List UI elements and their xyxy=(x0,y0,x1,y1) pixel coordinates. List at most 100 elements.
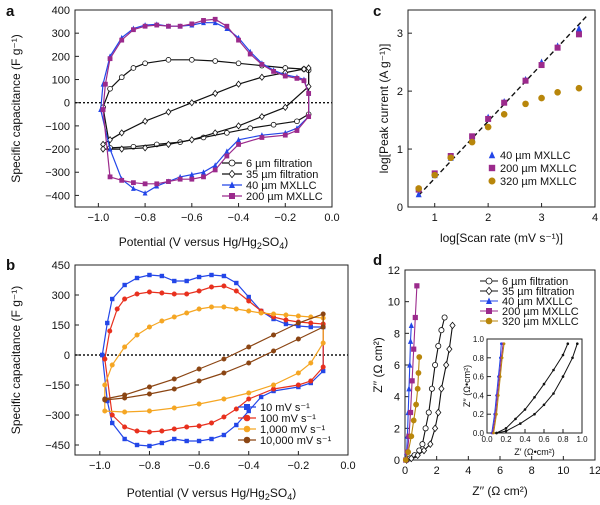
a-data-point xyxy=(258,73,265,81)
b-data-point xyxy=(283,321,289,327)
b-data-point xyxy=(233,288,239,294)
c-legend-label-40-m-mxllc: 40 µm MXLLC xyxy=(500,150,571,162)
a-data-point xyxy=(131,27,136,33)
d-ytick-label: 0 xyxy=(394,455,400,467)
d-ytick-label: 10 xyxy=(388,297,400,309)
a-data-point xyxy=(236,136,241,143)
a-data-point xyxy=(294,118,300,125)
c-data-point xyxy=(522,100,529,108)
b-xtick-label: −0.4 xyxy=(238,460,260,472)
c-data-point xyxy=(554,44,561,51)
b-data-point xyxy=(221,396,227,402)
d-inset-xtick-label: 0.6 xyxy=(538,435,550,444)
b-data-point xyxy=(221,432,227,438)
c-xtick-label: 1 xyxy=(432,212,438,224)
d-inset-xtick-label: 0.0 xyxy=(481,435,493,444)
a-data-point xyxy=(224,130,230,136)
a-data-point xyxy=(154,22,160,28)
c-xtick-label: 3 xyxy=(539,212,545,224)
d-data-point xyxy=(443,361,450,369)
b-data-point xyxy=(209,420,215,426)
b-data-point xyxy=(283,312,289,318)
a-xtick-label: −1.0 xyxy=(88,212,110,224)
b-data-point xyxy=(109,412,115,418)
c-ylabel: log[Peak current (A g⁻¹)] xyxy=(377,44,391,174)
a-ytick-label: 200 xyxy=(52,51,70,63)
d-data-point xyxy=(428,385,435,392)
b-data-point xyxy=(234,280,239,286)
c-ytick-label: 2 xyxy=(397,86,403,98)
a-legend-label-200-m-mxllc: 200 µm MXLLC xyxy=(246,191,323,203)
a-data-point xyxy=(119,37,125,43)
a-data-point xyxy=(166,179,171,184)
b-data-point xyxy=(320,364,326,370)
b-data-point xyxy=(295,320,301,326)
c-data-point xyxy=(468,138,476,146)
b-ytick-label: −300 xyxy=(45,410,70,422)
b-data-point xyxy=(209,272,214,278)
a-data-point xyxy=(294,75,300,81)
d-inset-data-point xyxy=(552,392,555,395)
a-xtick-label: 0.0 xyxy=(324,212,339,224)
b-legend-label-10-000-mv-s: 10,000 mV s⁻¹ xyxy=(260,435,332,447)
b-xlabel: Potential (V versus Hg/Hg2SO4) xyxy=(127,486,296,502)
c-data-point xyxy=(447,154,455,162)
a-data-point xyxy=(235,60,242,67)
b-data-point xyxy=(146,289,152,295)
a-series-200-m-mxllc xyxy=(100,16,312,187)
c-ytick-label: 1 xyxy=(397,144,403,156)
b-frame xyxy=(74,264,349,456)
b-data-point xyxy=(196,274,202,280)
b-legend-marker xyxy=(244,404,250,410)
a-data-point xyxy=(107,56,113,62)
a-ytick-label: −100 xyxy=(45,121,70,133)
a-ytick-label: 100 xyxy=(52,75,70,87)
b-data-point xyxy=(196,378,202,384)
b-series-10-000-mv-s xyxy=(102,311,326,403)
a-data-point xyxy=(100,107,106,113)
d-inset-data-point xyxy=(495,431,498,435)
d-data-point xyxy=(407,361,413,368)
a-frame xyxy=(74,9,333,208)
b-ylabel: Specific capacitance (F g⁻¹) xyxy=(9,286,23,434)
d-inset-xlabel: Z′ (Ω•cm²) xyxy=(514,447,555,457)
d-inset-series-320-m-mxllc xyxy=(492,342,506,435)
d-inset-ytick-label: 0.4 xyxy=(473,391,485,400)
d-inset-xtick-label: 0.8 xyxy=(557,435,569,444)
d-inset-series-line xyxy=(491,343,502,434)
d-data-point xyxy=(435,342,442,349)
d-legend-marker xyxy=(485,317,493,325)
a-data-point xyxy=(118,129,125,137)
b-ytick-label: 150 xyxy=(52,320,70,332)
a-ytick-label: −400 xyxy=(45,190,70,202)
b-data-point xyxy=(221,356,227,362)
a-data-point xyxy=(306,114,312,120)
d-inset-data-point xyxy=(499,375,502,378)
c-data-point xyxy=(575,84,583,92)
b-data-point xyxy=(295,336,301,342)
panel-c-letter: c xyxy=(373,3,381,20)
b-data-point xyxy=(184,310,190,316)
d-data-point xyxy=(420,446,428,455)
b-data-point xyxy=(320,324,326,330)
a-legend-marker xyxy=(229,181,235,188)
a-legend-marker xyxy=(228,159,236,167)
d-inset-data-point xyxy=(504,427,508,430)
a-data-point xyxy=(188,136,195,144)
d-data-point xyxy=(413,401,419,408)
b-data-point xyxy=(196,366,202,372)
b-ytick-label: 0 xyxy=(64,350,70,362)
c-xlabel: log[Scan rate (mV s⁻¹)] xyxy=(440,231,563,245)
b-data-point xyxy=(196,401,202,407)
b-data-point xyxy=(221,283,227,289)
a-data-point xyxy=(212,58,218,64)
d-data-point xyxy=(415,370,422,376)
b-data-point xyxy=(122,296,128,302)
b-data-point xyxy=(122,436,127,442)
b-data-point xyxy=(295,313,301,319)
a-legend-label-40-m-mxllc: 40 µm MXLLC xyxy=(246,180,317,192)
a-data-point xyxy=(271,69,276,74)
d-xtick-label: 0 xyxy=(402,465,408,477)
d-data-point xyxy=(402,457,409,463)
b-data-point xyxy=(184,424,190,430)
